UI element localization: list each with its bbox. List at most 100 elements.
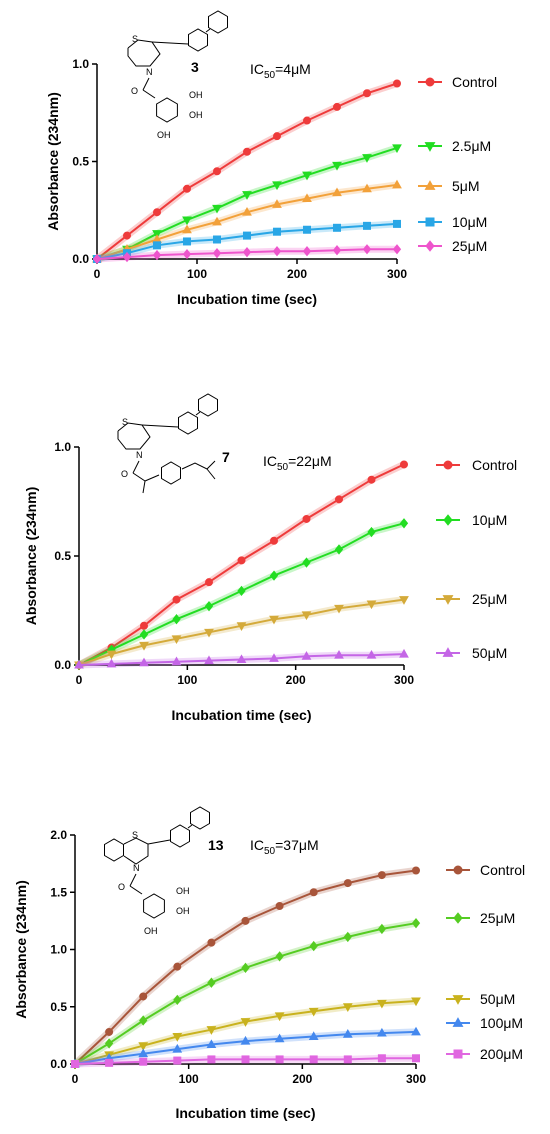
legend-label: Control xyxy=(452,74,497,90)
nitrogen-atom: N xyxy=(146,67,153,77)
phenyl-ring xyxy=(198,393,218,417)
data-point xyxy=(301,611,312,621)
data-point xyxy=(139,657,149,667)
y-tick-label: 0.0 xyxy=(50,1057,67,1071)
compound-number: 13 xyxy=(208,837,224,853)
data-point xyxy=(309,888,318,897)
legend-label: 200μM xyxy=(480,1046,523,1062)
data-point xyxy=(236,654,247,664)
data-point xyxy=(302,193,312,203)
x-axis-label: Incubation time (sec) xyxy=(171,707,311,723)
data-point xyxy=(272,246,282,257)
y-tick-label: 0.5 xyxy=(50,1000,67,1014)
data-point xyxy=(393,79,401,88)
ic50-annotation: IC50=37μM xyxy=(250,837,319,857)
hydroxyl-label: OH xyxy=(157,130,171,140)
data-point xyxy=(171,656,182,666)
data-point xyxy=(243,231,251,240)
x-tick-label: 200 xyxy=(292,1072,312,1086)
data-point xyxy=(172,1033,183,1042)
benzo-ring xyxy=(104,838,124,862)
data-point xyxy=(173,962,182,971)
legend-marker xyxy=(425,240,435,252)
data-point xyxy=(139,629,149,640)
data-point xyxy=(269,653,279,662)
data-point xyxy=(206,1039,217,1049)
phenyl-ring xyxy=(161,461,181,485)
nitrogen-atom: N xyxy=(133,863,140,873)
data-point xyxy=(301,651,312,660)
y-axis-label: Absorbance (234nm) xyxy=(23,487,39,625)
legend-label: 2.5μM xyxy=(452,138,491,154)
x-tick-label: 0 xyxy=(72,1072,79,1086)
legend-label: 50μM xyxy=(472,645,507,661)
data-point xyxy=(272,181,282,191)
data-point xyxy=(362,154,372,163)
data-point xyxy=(412,1054,420,1063)
data-point xyxy=(366,600,377,610)
data-point xyxy=(243,147,251,156)
data-point xyxy=(377,1054,386,1063)
legend-label: 25μM xyxy=(452,238,487,254)
legend-label: 10μM xyxy=(472,512,507,528)
data-point xyxy=(173,1056,182,1065)
data-point xyxy=(182,224,192,234)
data-point xyxy=(212,247,222,259)
data-point xyxy=(236,622,247,631)
data-point xyxy=(237,585,246,597)
data-point xyxy=(122,251,132,263)
y-tick-label: 0.5 xyxy=(72,155,89,169)
data-point xyxy=(303,116,311,125)
data-point xyxy=(173,994,182,1006)
data-point xyxy=(273,227,281,236)
data-point xyxy=(302,246,312,257)
data-point xyxy=(377,871,386,880)
data-point xyxy=(308,1007,319,1017)
data-point xyxy=(272,199,282,208)
phenyl-ring xyxy=(188,28,208,52)
data-point xyxy=(172,614,181,625)
galloyl-ring xyxy=(143,893,165,919)
legend-label: Control xyxy=(472,457,517,473)
data-point xyxy=(212,204,222,214)
phenyl-ring xyxy=(208,10,228,34)
data-point xyxy=(140,621,148,630)
data-point xyxy=(309,940,318,952)
sulfur-atom: S xyxy=(122,417,128,427)
data-point xyxy=(334,544,344,555)
data-point xyxy=(363,89,371,98)
data-point xyxy=(104,1038,114,1049)
series-25μM xyxy=(92,244,402,265)
data-point xyxy=(334,649,344,659)
data-point xyxy=(342,1029,353,1038)
legend-marker xyxy=(425,217,435,227)
data-point xyxy=(332,187,342,197)
y-tick-label: 1.5 xyxy=(50,885,67,899)
molecule-structure-3: S NO OH OH OH xyxy=(127,10,228,140)
data-point xyxy=(153,208,161,217)
data-point xyxy=(242,206,252,216)
y-tick-label: 0.0 xyxy=(54,658,71,672)
y-axis-label: Absorbance (234nm) xyxy=(13,880,29,1018)
data-point xyxy=(172,1043,183,1053)
data-point xyxy=(241,962,250,973)
data-point xyxy=(105,1027,114,1036)
y-tick-label: 2.0 xyxy=(50,828,67,842)
data-point xyxy=(240,1035,251,1045)
data-point xyxy=(274,1033,285,1043)
series-50μM xyxy=(74,648,409,669)
legend-marker xyxy=(443,460,453,470)
data-point xyxy=(362,244,372,255)
legend-marker xyxy=(453,1049,463,1059)
data-point xyxy=(153,241,161,250)
data-point xyxy=(207,977,216,988)
data-point xyxy=(139,1057,148,1066)
molecule-structure-13: S NO OH OH OH xyxy=(104,806,210,936)
hydroxyl-label: OH xyxy=(189,110,203,120)
data-point xyxy=(183,237,191,246)
data-point xyxy=(399,648,409,658)
hydroxyl-label: OH xyxy=(176,906,190,916)
ic50-annotation: IC50=22μM xyxy=(263,453,332,473)
legend-label: 25μM xyxy=(472,591,507,607)
